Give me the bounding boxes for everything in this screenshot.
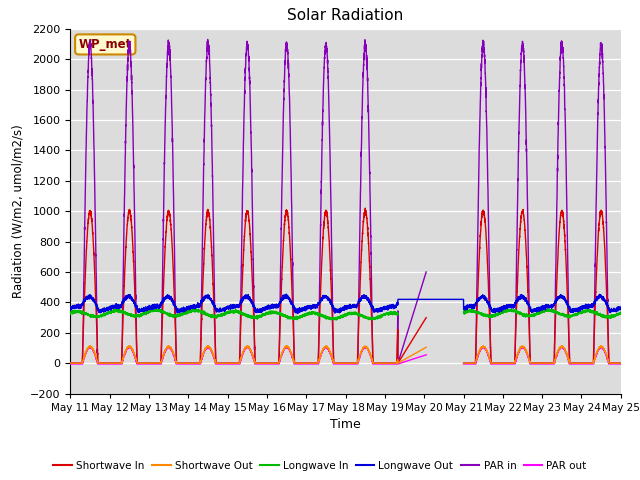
Text: WP_met: WP_met — [79, 38, 132, 51]
Legend: Shortwave In, Shortwave Out, Longwave In, Longwave Out, PAR in, PAR out: Shortwave In, Shortwave Out, Longwave In… — [49, 456, 591, 475]
Title: Solar Radiation: Solar Radiation — [287, 9, 404, 24]
X-axis label: Time: Time — [330, 418, 361, 431]
Y-axis label: Radiation (W/m2, umol/m2/s): Radiation (W/m2, umol/m2/s) — [12, 124, 24, 298]
